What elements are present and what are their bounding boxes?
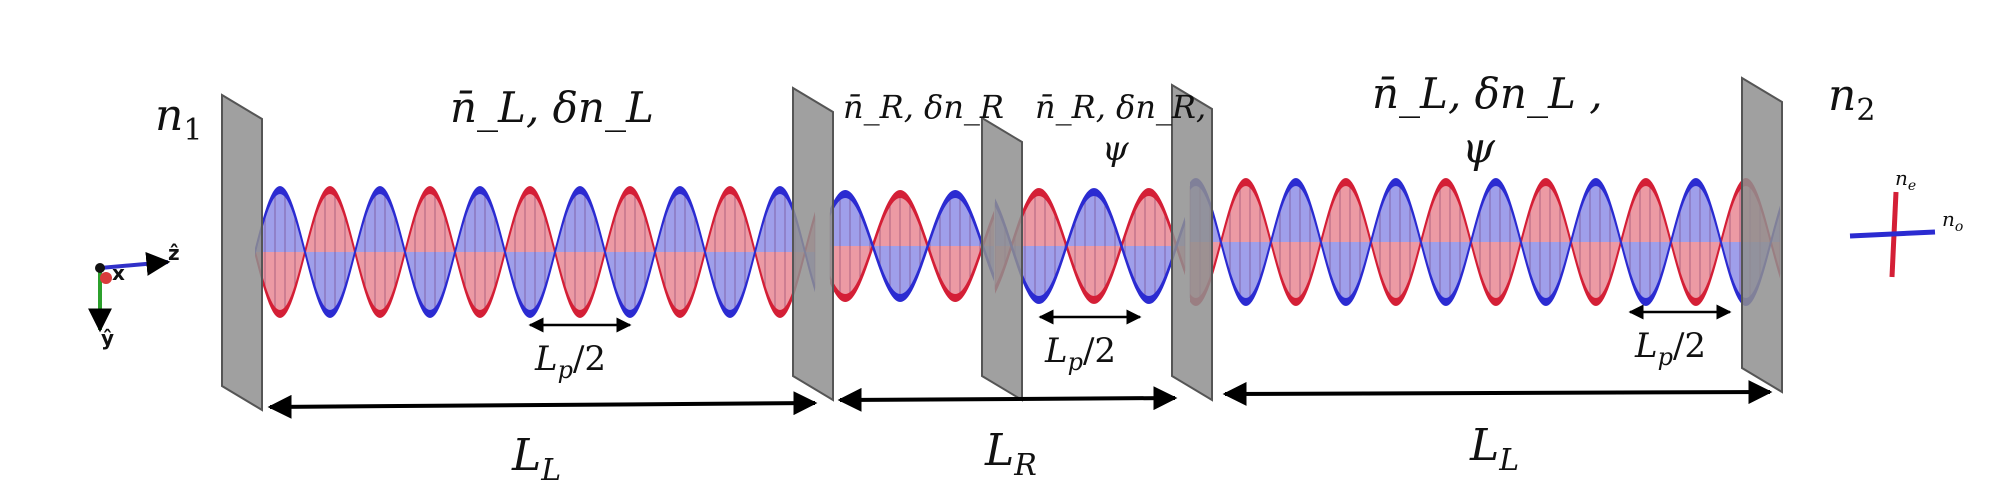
x-axis-marker (100, 272, 112, 284)
pitch-arrows (528, 304, 1732, 333)
helix-segment-1 (255, 186, 816, 318)
input-plate (221, 93, 263, 412)
pitch-label-2: Lp/2 (1044, 331, 1116, 376)
blue-helix-ribbon (995, 192, 1185, 300)
helix-layer (255, 178, 1781, 318)
length-label-left: LL (511, 430, 561, 488)
plate-layer (221, 76, 1783, 412)
red-helix-backbone (255, 186, 815, 318)
n1-label: n1 (155, 90, 202, 148)
z-axis-arrow (99, 251, 171, 276)
segment3-params-line2: ψ (1102, 129, 1129, 169)
red-helix-ribbon (1190, 182, 1780, 302)
blue-helix-ribbon (830, 194, 994, 298)
length-label-right: LL (1469, 420, 1519, 478)
length-arrows (267, 380, 1773, 419)
red-helix-ribbon (255, 190, 815, 314)
interface-plate-2 (981, 116, 1023, 402)
blue-helix-ribbon (255, 190, 815, 314)
blue-helix-ribbon (1190, 182, 1780, 302)
no-axis-line (1849, 229, 1936, 239)
segment1-params: n̄_L, δn_L (450, 83, 654, 132)
z-axis-label: ẑ (168, 241, 180, 265)
y-axis-label: ŷ (101, 326, 114, 350)
triad-origin (95, 263, 105, 273)
pitch-label-1: Lp/2 (534, 339, 606, 384)
segment4-params-line1: n̄_L, δn_L , (1372, 69, 1603, 118)
optic-axes-cross: ne no (1849, 166, 1963, 278)
segment2-params: n̄_R, δn_R (843, 88, 1004, 126)
segment3-params-line1: n̄_R, δn_R, (1035, 88, 1206, 126)
length-arrow-mid (837, 386, 1178, 412)
coordinate-triad: x ŷ ẑ (88, 241, 180, 350)
segment4-params-line2: ψ (1462, 123, 1496, 172)
x-axis-label: x (112, 261, 125, 285)
red-helix-ribbon (830, 194, 994, 298)
length-label-mid: LR (984, 425, 1037, 483)
blue-helix-backbone (255, 186, 815, 318)
length-arrow-right (1222, 380, 1773, 406)
output-plate (1741, 76, 1783, 394)
red-helix-ribbon (995, 192, 1185, 300)
helix-segment-3 (994, 188, 1186, 304)
helix-segment-4 (1189, 178, 1781, 306)
helix-segment-2 (829, 190, 994, 302)
interface-plate-1 (792, 86, 834, 402)
length-arrow-left (267, 391, 818, 419)
no-label: no (1942, 207, 1963, 235)
ne-label: ne (1895, 166, 1916, 194)
n2-label: n2 (1828, 70, 1875, 128)
pitch-label-3: Lp/2 (1634, 326, 1706, 371)
interface-plate-3 (1171, 83, 1213, 402)
